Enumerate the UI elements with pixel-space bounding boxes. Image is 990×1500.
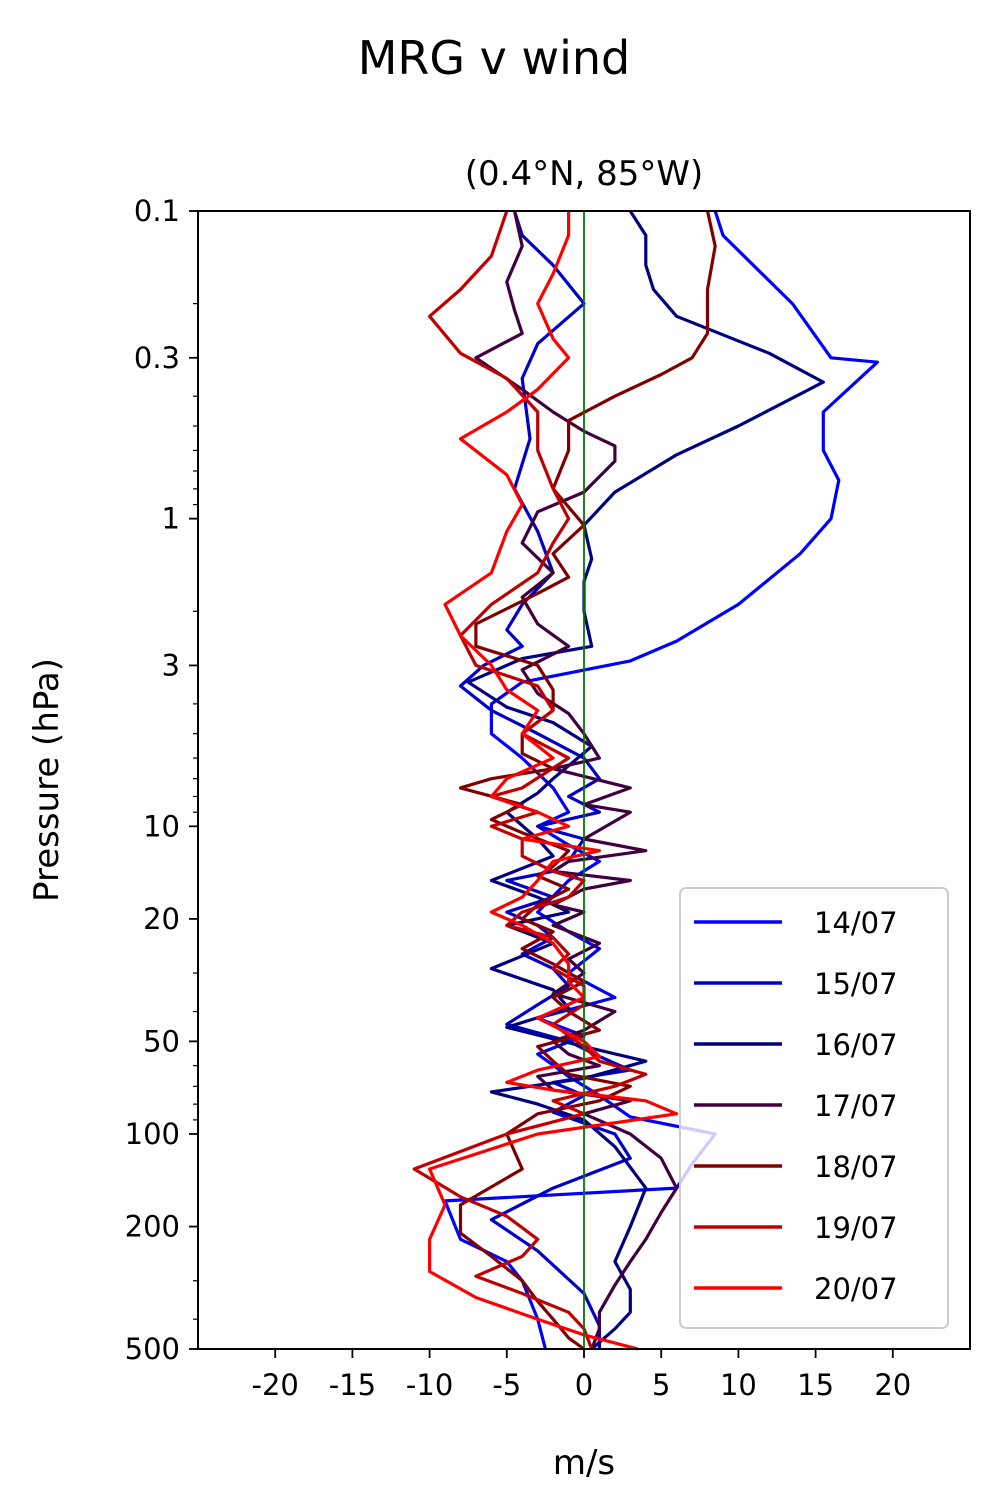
x-tick-label: 10 bbox=[720, 1368, 757, 1402]
x-tick-label: -10 bbox=[406, 1368, 453, 1402]
legend-box bbox=[679, 887, 949, 1329]
x-axis-ticks: -20 -15 -10 -5 0 5 10 15 20 bbox=[252, 1349, 911, 1402]
legend-label: 16/07 bbox=[814, 1028, 898, 1062]
y-tick-label: 3 bbox=[162, 648, 180, 682]
y-tick-label: 200 bbox=[125, 1210, 180, 1244]
legend-label: 18/07 bbox=[814, 1150, 898, 1184]
series-line-3 bbox=[466, 210, 825, 1351]
chart-subtitle: (0.4°N, 85°W) bbox=[465, 154, 704, 194]
x-tick-label: 20 bbox=[874, 1368, 911, 1402]
x-tick-label: -15 bbox=[329, 1368, 376, 1402]
y-tick-label: 50 bbox=[143, 1024, 180, 1058]
legend-label: 20/07 bbox=[814, 1272, 898, 1306]
legend: 14/07 15/07 16/07 17/07 18/07 19/07 20/07 bbox=[679, 887, 949, 1329]
y-tick-label: 10 bbox=[143, 809, 180, 843]
x-tick-label: -5 bbox=[492, 1368, 521, 1402]
legend-label: 15/07 bbox=[814, 967, 898, 1001]
y-tick-label: 0.3 bbox=[134, 341, 180, 375]
y-tick-label: 500 bbox=[125, 1332, 180, 1366]
x-tick-label: -20 bbox=[252, 1368, 299, 1402]
legend-label: 19/07 bbox=[814, 1211, 898, 1245]
chart-title: MRG v wind bbox=[358, 31, 631, 85]
legend-label: 14/07 bbox=[814, 906, 898, 940]
plot-frame bbox=[197, 210, 971, 1350]
series-line-6 bbox=[412, 210, 648, 1350]
y-tick-label: 1 bbox=[162, 502, 180, 536]
series-line-5 bbox=[458, 210, 717, 1351]
x-tick-label: 15 bbox=[797, 1368, 834, 1402]
y-tick-label: 0.1 bbox=[134, 194, 180, 228]
y-axis-label: Pressure (hPa) bbox=[27, 658, 67, 902]
x-tick-label: 5 bbox=[652, 1368, 670, 1402]
plot-lines bbox=[412, 210, 879, 1351]
y-tick-label: 100 bbox=[125, 1117, 180, 1151]
x-axis-label: m/s bbox=[553, 1443, 615, 1483]
x-tick-label: 0 bbox=[575, 1368, 593, 1402]
legend-label: 17/07 bbox=[814, 1089, 898, 1123]
y-tick-label: 20 bbox=[143, 902, 180, 936]
y-axis-ticks: 0.1 0.3 1 3 10 20 50 100 200 500 bbox=[125, 194, 198, 1366]
series-line-7 bbox=[428, 211, 679, 1351]
series-line-4 bbox=[474, 210, 679, 1350]
